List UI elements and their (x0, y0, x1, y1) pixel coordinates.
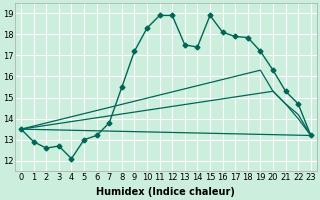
X-axis label: Humidex (Indice chaleur): Humidex (Indice chaleur) (97, 187, 236, 197)
